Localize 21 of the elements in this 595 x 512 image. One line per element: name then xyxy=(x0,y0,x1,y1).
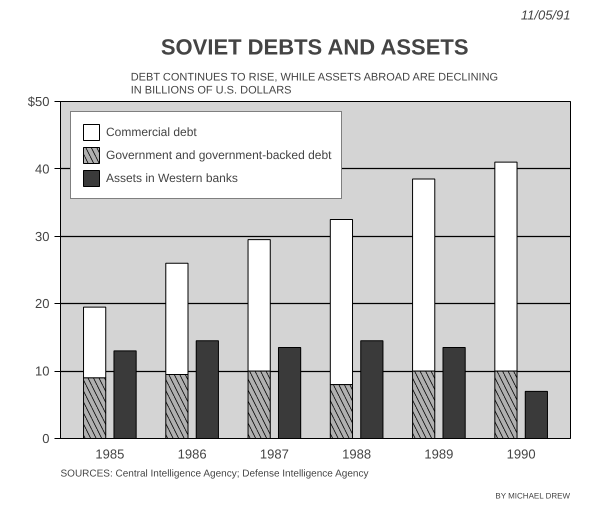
chart-subtitle: DEBT CONTINUES TO RISE, WHILE ASSETS ABROAD ARE DECLINING IN BILLIONS OF U.S. DOLLARS xyxy=(130,71,498,96)
bar xyxy=(524,390,548,438)
y-tick-label: 30 xyxy=(35,228,50,244)
legend-label: Government and government-backed debt xyxy=(106,148,332,162)
x-tick-label: 1989 xyxy=(424,446,454,462)
legend-label: Assets in Western banks xyxy=(106,171,238,185)
y-tick-label: 10 xyxy=(35,364,50,379)
x-tick-label: 1985 xyxy=(95,446,124,462)
y-tick-label: 20 xyxy=(35,296,50,312)
x-tick-label: 1986 xyxy=(178,446,207,462)
y-tick-label: 40 xyxy=(35,161,50,176)
y-tick-label: $50 xyxy=(28,94,50,109)
text: BY MICHAEL DREW xyxy=(495,492,571,500)
legend-label: Commercial debt xyxy=(106,125,197,139)
source-note: SOURCES: Central Intelligence Agency; Defense Intelligence Agency xyxy=(60,468,368,480)
x-tick-label: 1990 xyxy=(506,446,536,462)
text: 11/05/91 xyxy=(520,8,570,22)
chart-title: SOVIET DEBTS AND ASSETS xyxy=(160,34,469,60)
x-tick-label: 1987 xyxy=(260,446,289,462)
x-tick-label: 1988 xyxy=(342,446,372,462)
y-tick-label: 0 xyxy=(42,431,50,446)
